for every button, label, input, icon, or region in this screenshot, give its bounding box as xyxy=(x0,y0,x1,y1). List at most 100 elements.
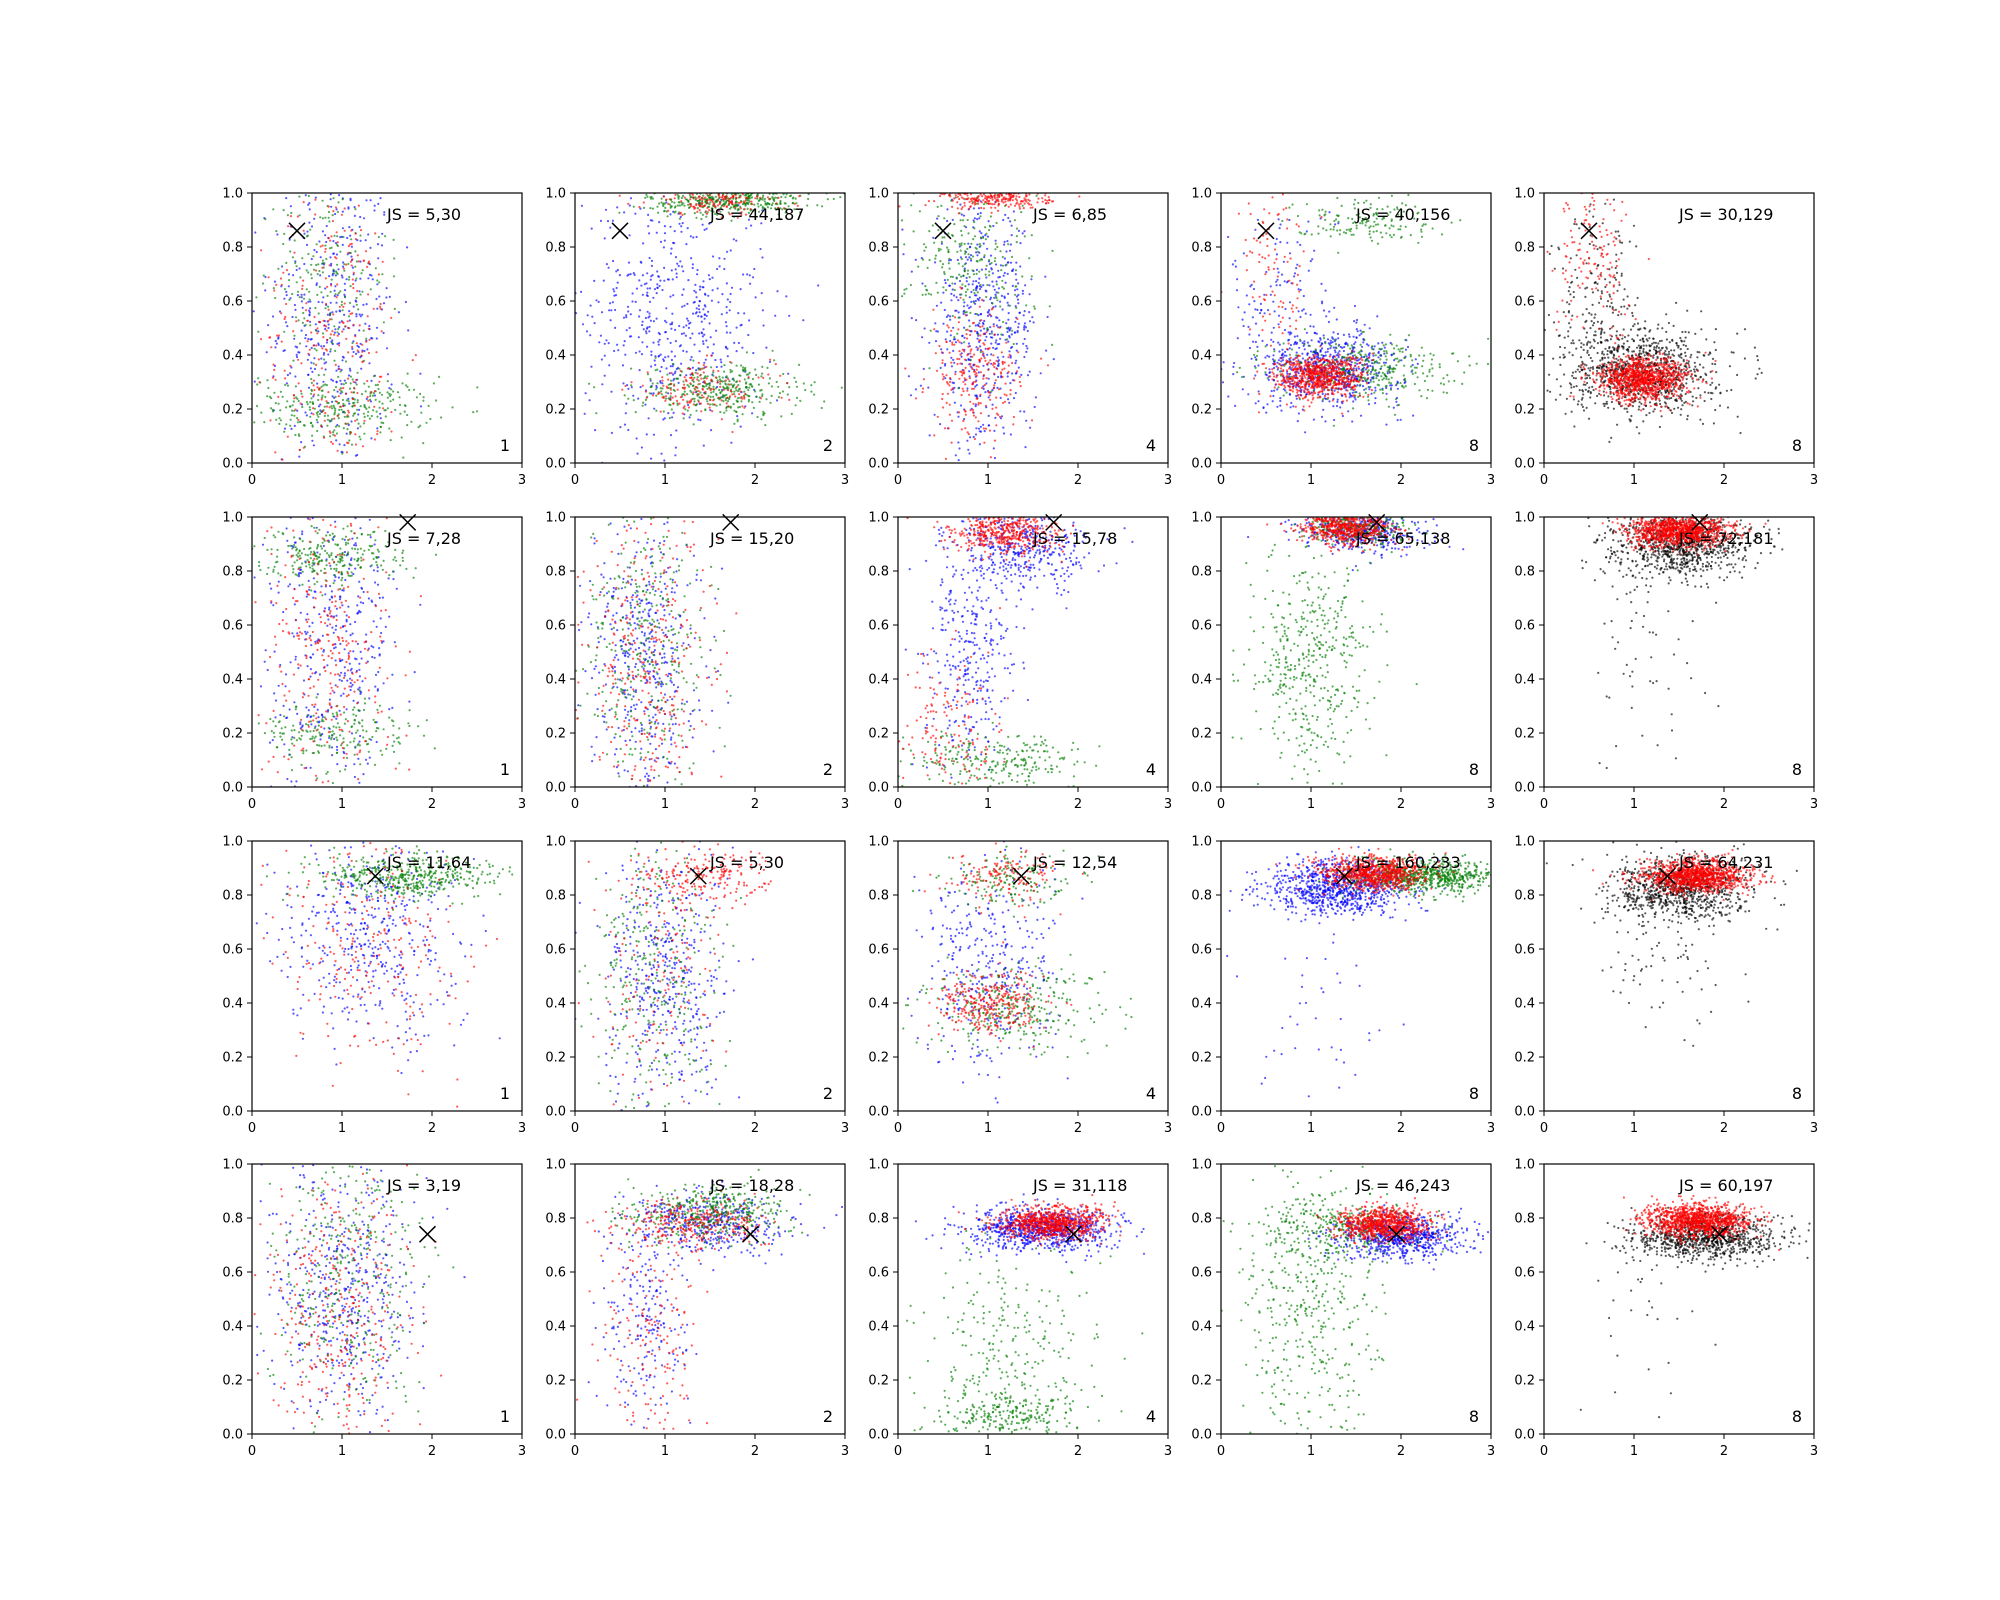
data-point-green xyxy=(957,262,960,265)
data-point-blue xyxy=(383,213,386,216)
data-point-red xyxy=(951,387,954,390)
data-point-blue xyxy=(1353,320,1356,323)
data-point-red xyxy=(777,196,780,199)
data-point-red xyxy=(306,340,309,343)
data-point-green xyxy=(774,196,777,199)
data-point-blue xyxy=(672,294,675,297)
data-point-blue xyxy=(1377,356,1380,359)
data-point-green xyxy=(983,203,986,206)
data-point-red xyxy=(1017,351,1020,354)
data-point-red xyxy=(317,358,320,361)
data-point-green xyxy=(333,389,336,392)
data-point-blue xyxy=(359,239,362,242)
data-point-blue xyxy=(1309,325,1312,328)
data-point-green xyxy=(410,420,413,423)
data-point-green xyxy=(729,406,732,409)
data-point-green xyxy=(310,381,313,384)
data-point-green xyxy=(338,425,341,428)
data-point-blue xyxy=(1335,354,1338,357)
data-point-blue xyxy=(305,243,309,246)
data-point-blue xyxy=(1011,284,1014,287)
data-point-green xyxy=(738,405,742,409)
data-point-green xyxy=(308,406,311,409)
data-point-green xyxy=(1375,377,1378,380)
data-point-green xyxy=(1383,364,1386,367)
data-point-blue xyxy=(286,373,289,377)
data-point-blue xyxy=(306,230,309,233)
data-point-red xyxy=(697,361,700,364)
data-point-blue xyxy=(949,318,952,321)
data-point-blue xyxy=(996,356,1000,359)
data-point-green xyxy=(942,286,945,289)
data-point-blue xyxy=(1272,340,1275,343)
data-point-green xyxy=(799,399,802,402)
data-point-blue xyxy=(362,303,365,306)
data-point-green xyxy=(995,283,999,286)
data-point-blue xyxy=(726,250,729,253)
data-point-red xyxy=(1015,202,1018,205)
data-point-green xyxy=(943,236,946,239)
data-point-blue xyxy=(336,342,339,345)
data-point-blue xyxy=(674,370,677,373)
data-point-green xyxy=(649,385,652,388)
data-point-green xyxy=(1010,255,1014,258)
data-point-red xyxy=(667,378,670,381)
data-point-green xyxy=(1367,399,1370,402)
data-point-green xyxy=(349,251,352,255)
data-point-green xyxy=(1371,366,1374,369)
data-point-blue xyxy=(927,386,930,389)
data-point-green xyxy=(980,257,983,261)
data-point-blue xyxy=(672,411,675,414)
data-point-blue xyxy=(990,342,993,345)
data-point-green xyxy=(1014,269,1018,272)
data-point-green xyxy=(337,201,340,204)
data-point-red xyxy=(992,361,996,365)
data-point-red xyxy=(681,412,684,415)
data-point-blue xyxy=(1331,341,1334,344)
data-point-green xyxy=(1380,375,1383,378)
data-point-blue xyxy=(694,312,698,315)
data-point-red xyxy=(712,399,715,402)
data-point-blue xyxy=(300,300,303,303)
data-point-green xyxy=(658,202,661,205)
data-point-red xyxy=(798,195,801,198)
data-point-red xyxy=(968,393,971,396)
data-point-blue xyxy=(615,286,618,290)
data-point-blue xyxy=(623,423,627,426)
data-point-green xyxy=(360,393,364,396)
data-point-red xyxy=(728,197,731,200)
data-point-blue xyxy=(283,427,287,430)
data-point-blue xyxy=(350,255,353,258)
data-point-blue xyxy=(639,207,642,210)
data-point-green xyxy=(926,266,929,269)
data-point-blue xyxy=(703,313,706,316)
data-point-blue xyxy=(1276,405,1279,408)
data-point-red xyxy=(914,397,918,400)
data-point-red xyxy=(293,251,296,254)
data-point-blue xyxy=(300,293,303,296)
data-point-blue xyxy=(1353,396,1356,399)
data-point-blue xyxy=(1355,367,1358,370)
data-point-green xyxy=(333,429,336,432)
data-point-green xyxy=(761,196,764,199)
data-point-red xyxy=(974,380,977,383)
data-point-blue xyxy=(1312,325,1315,328)
data-point-blue xyxy=(655,384,658,388)
data-point-blue xyxy=(1307,385,1311,388)
data-point-blue xyxy=(1374,389,1377,392)
data-point-green xyxy=(354,208,357,211)
data-point-blue xyxy=(1243,311,1246,314)
data-point-blue xyxy=(966,439,969,442)
data-point-green xyxy=(979,215,982,218)
data-point-red xyxy=(347,411,350,414)
data-point-blue xyxy=(624,353,627,356)
data-point-blue xyxy=(725,282,729,285)
data-point-red xyxy=(948,351,951,354)
data-point-blue xyxy=(329,256,332,259)
data-point-green xyxy=(687,199,690,202)
data-point-green xyxy=(348,387,352,390)
data-point-green xyxy=(323,414,326,417)
data-point-blue xyxy=(593,322,596,325)
data-point-red xyxy=(630,381,633,384)
data-point-red xyxy=(390,411,393,414)
